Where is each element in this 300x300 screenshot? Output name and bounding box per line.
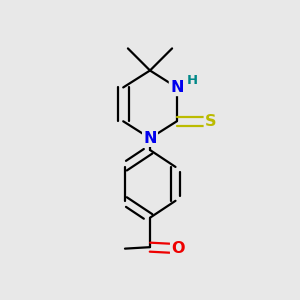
Text: O: O <box>171 241 185 256</box>
Text: S: S <box>205 114 216 129</box>
Text: N: N <box>170 80 184 95</box>
Text: H: H <box>187 74 198 88</box>
Text: N: N <box>143 131 157 146</box>
